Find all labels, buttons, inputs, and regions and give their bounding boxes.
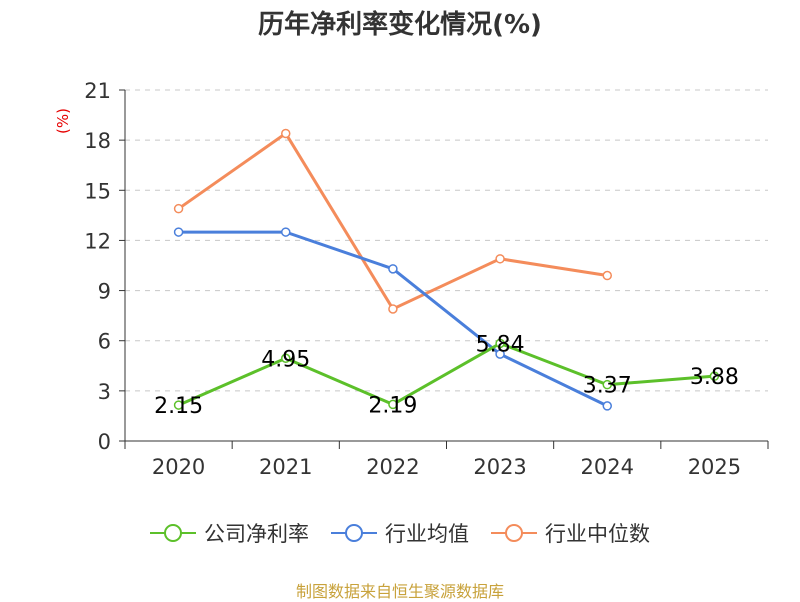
- data-point: [173, 400, 184, 410]
- data-label: 4.95: [261, 347, 310, 372]
- legend-label: 公司净利率: [204, 522, 309, 546]
- data-point: [602, 270, 612, 281]
- y-tick-label: 3: [98, 380, 111, 404]
- x-tick-label: 2024: [581, 455, 634, 479]
- data-point: [602, 379, 612, 390]
- legend-item-industry-median[interactable]: 行业中位数: [491, 518, 650, 548]
- data-point: [495, 254, 505, 264]
- y-tick-label: 18: [84, 129, 111, 153]
- data-source-note: 制图数据来自恒生聚源数据库: [295, 582, 504, 601]
- grid-lines: [125, 89, 768, 392]
- x-tick-label: 2020: [152, 455, 205, 479]
- y-tick-label: 12: [84, 229, 111, 253]
- data-point: [388, 304, 398, 314]
- y-tick-label: 0: [98, 430, 111, 454]
- legend-swatch-icon: [331, 524, 377, 542]
- x-tick-label: 2025: [688, 455, 741, 479]
- data-point: [388, 264, 398, 274]
- legend-item-company[interactable]: 公司净利率: [150, 518, 309, 548]
- y-tick-label: 9: [98, 280, 111, 304]
- x-tick-label: 2023: [473, 455, 526, 479]
- data-point: [602, 401, 612, 411]
- data-label: 2.19: [368, 393, 417, 418]
- x-tick-label: 2021: [259, 455, 312, 479]
- series-line: [177, 131, 608, 311]
- chart-title: 历年净利率变化情况(%): [258, 10, 542, 40]
- data-point: [281, 128, 291, 139]
- legend-item-industry-mean[interactable]: 行业均值: [331, 518, 469, 548]
- y-tick-label: 21: [84, 79, 111, 103]
- axes: 0 3 6 9 12 15 18 21 2020 2021 2022 2023 2024 2025: [84, 79, 769, 479]
- y-tick-label: 15: [84, 179, 111, 203]
- data-point: [281, 227, 291, 237]
- legend: 公司净利率 行业均值 行业中位数: [0, 518, 800, 548]
- data-point: [388, 399, 398, 410]
- y-tick-label: 6: [98, 330, 111, 354]
- data-point: [173, 203, 184, 214]
- legend-swatch-icon: [150, 524, 196, 542]
- series-lines: [173, 128, 720, 411]
- legend-label: 行业均值: [385, 522, 469, 546]
- data-point: [173, 227, 184, 237]
- legend-swatch-icon: [491, 524, 537, 542]
- data-point: [495, 338, 505, 349]
- legend-label: 行业中位数: [545, 522, 650, 546]
- x-tick-label: 2022: [366, 455, 419, 479]
- data-label: 2.15: [154, 394, 203, 419]
- data-labels: 2.15 4.95 2.19 5.84 3.37 3.88: [154, 332, 739, 419]
- series-line: [178, 230, 608, 408]
- data-point: [709, 371, 720, 381]
- data-point: [495, 349, 505, 359]
- data-point: [281, 353, 291, 364]
- series-line: [177, 341, 715, 407]
- data-label: 3.37: [583, 374, 632, 399]
- data-label: 3.88: [690, 365, 739, 390]
- data-label: 5.84: [476, 332, 525, 357]
